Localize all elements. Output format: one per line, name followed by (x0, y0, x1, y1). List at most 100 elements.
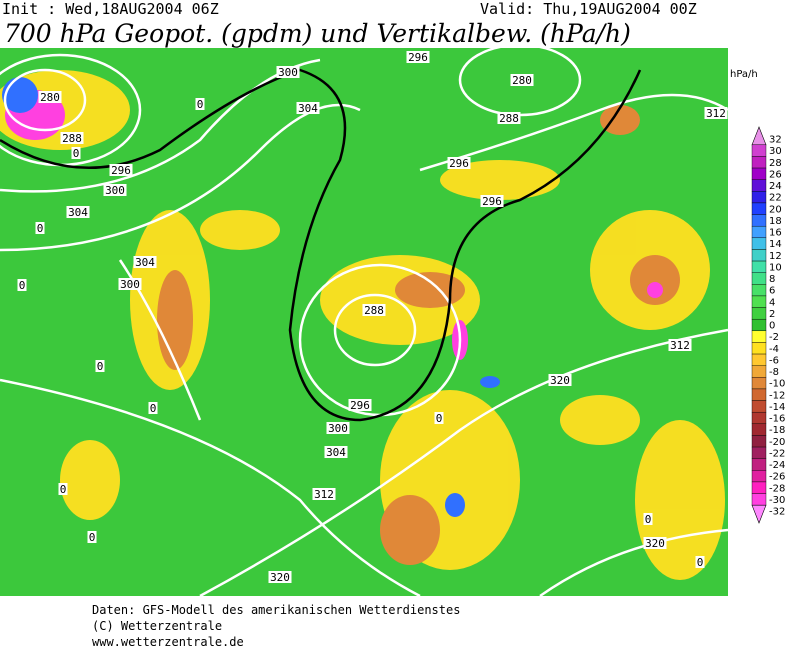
contour-label: 288 (364, 304, 384, 317)
contour-label-bg (148, 402, 158, 414)
colorbar-label: -26 (769, 472, 785, 483)
colorbar-segment (751, 295, 767, 308)
contour-label: 304 (135, 256, 155, 269)
contour-label-bg (66, 206, 90, 218)
contour-label: 296 (111, 164, 131, 177)
contour-label-bg (268, 571, 292, 583)
contour-label-bg (195, 98, 205, 110)
colorbar-unit: hPa/h (730, 69, 758, 80)
contour-label: 304 (298, 102, 318, 115)
colorbar-segment (751, 446, 767, 459)
colorbar-segment (751, 411, 767, 425)
contour-label: 312 (706, 107, 726, 120)
contour-label: 280 (512, 74, 532, 87)
colorbar-segment (751, 214, 767, 227)
contour-label: 300 (328, 422, 348, 435)
colorbar-segment (751, 249, 767, 262)
contour-label: 312 (314, 488, 334, 501)
colorbar-label: 2 (769, 309, 775, 320)
colorbar-segment (751, 144, 767, 157)
colorbar-segment (751, 435, 767, 448)
colorbar-label: -22 (769, 448, 785, 459)
contour-label-bg (434, 412, 444, 424)
contour-label-bg (510, 74, 534, 86)
contour-label: 280 (40, 91, 60, 104)
contour-label: 0 (697, 556, 704, 569)
colorbar-label: -18 (769, 425, 785, 436)
colorbar-segment (751, 470, 767, 483)
contour-label-bg (71, 147, 81, 159)
colorbar-label: 18 (769, 216, 782, 227)
colorbar-label: 28 (769, 158, 782, 169)
contour-label-bg (60, 132, 84, 144)
contour-label: 296 (449, 157, 469, 170)
colorbar-segment (751, 191, 767, 204)
colorbar-segment (751, 202, 767, 215)
colorbar-segment (751, 260, 767, 273)
contour-label-bg (643, 513, 653, 525)
contour-label-bg (103, 184, 127, 196)
colorbar-label: -30 (769, 495, 785, 506)
colorbar-label: -24 (769, 460, 785, 471)
colorbar-label: 10 (769, 262, 782, 273)
contour-label-bg (35, 222, 45, 234)
contour-label: 312 (670, 339, 690, 352)
colorbar-label: -20 (769, 437, 785, 448)
contour-label: 304 (326, 446, 346, 459)
colorbar-segment (751, 481, 767, 494)
colorbar-segment (751, 423, 767, 436)
colorbar-segment (751, 318, 767, 332)
colorbar-segment (751, 179, 767, 192)
colorbar-segment (751, 353, 767, 366)
contour-label: 296 (408, 51, 428, 64)
colorbar-label: 14 (769, 239, 782, 250)
contour-label-bg (312, 488, 336, 500)
colorbar-segment (751, 400, 767, 413)
colorbar-segment (751, 272, 767, 285)
contour-label-bg (704, 107, 728, 119)
contour-label-bg (109, 164, 133, 176)
colorbar-segment (751, 167, 767, 180)
valid-time: Valid: Thu,19AUG2004 00Z (480, 0, 697, 18)
colorbar-segment (751, 156, 767, 169)
colorbar-label: -4 (769, 344, 779, 355)
contour-label: 0 (37, 222, 44, 235)
contour-label: 300 (105, 184, 125, 197)
contour-label: 320 (270, 571, 290, 584)
colorbar-label: 26 (769, 169, 782, 180)
colorbar-label: -10 (769, 379, 785, 390)
footer-line: www.wetterzentrale.de (92, 635, 244, 648)
contour-label-bg (276, 66, 300, 78)
contour-label-bg (362, 304, 386, 316)
colorbar-label: 6 (769, 286, 775, 297)
colorbar-segment (751, 342, 767, 355)
colorbar-segment (751, 365, 767, 378)
contour-label-bg (87, 531, 97, 543)
contour-label: 296 (482, 195, 502, 208)
colorbar-cap (751, 504, 767, 524)
contour-label: 296 (350, 399, 370, 412)
colorbar-label: -12 (769, 390, 785, 401)
contour-label: 0 (97, 360, 104, 373)
contour-label-bg (497, 112, 521, 124)
colorbar-label: 4 (769, 297, 775, 308)
contour-label: 0 (19, 279, 26, 292)
contour-label-bg (548, 374, 572, 386)
contour-label: 0 (150, 402, 157, 415)
colorbar-segment (751, 377, 767, 390)
contour-label: 320 (550, 374, 570, 387)
colorbar-label: -28 (769, 483, 785, 494)
colorbar-label: -2 (769, 332, 779, 343)
contour-label-bg (95, 360, 105, 372)
colorbar-segment (751, 493, 767, 506)
colorbar-label: -6 (769, 355, 779, 366)
colorbar-cap (751, 126, 767, 146)
map-field (0, 48, 728, 596)
contour-label-bg (324, 446, 348, 458)
colorbar-label: 0 (769, 321, 775, 332)
contour-label: 288 (62, 132, 82, 145)
contour-label: 0 (436, 412, 443, 425)
contour-label: 0 (73, 147, 80, 160)
colorbar-label: 24 (769, 181, 782, 192)
contour-label-bg (133, 256, 157, 268)
